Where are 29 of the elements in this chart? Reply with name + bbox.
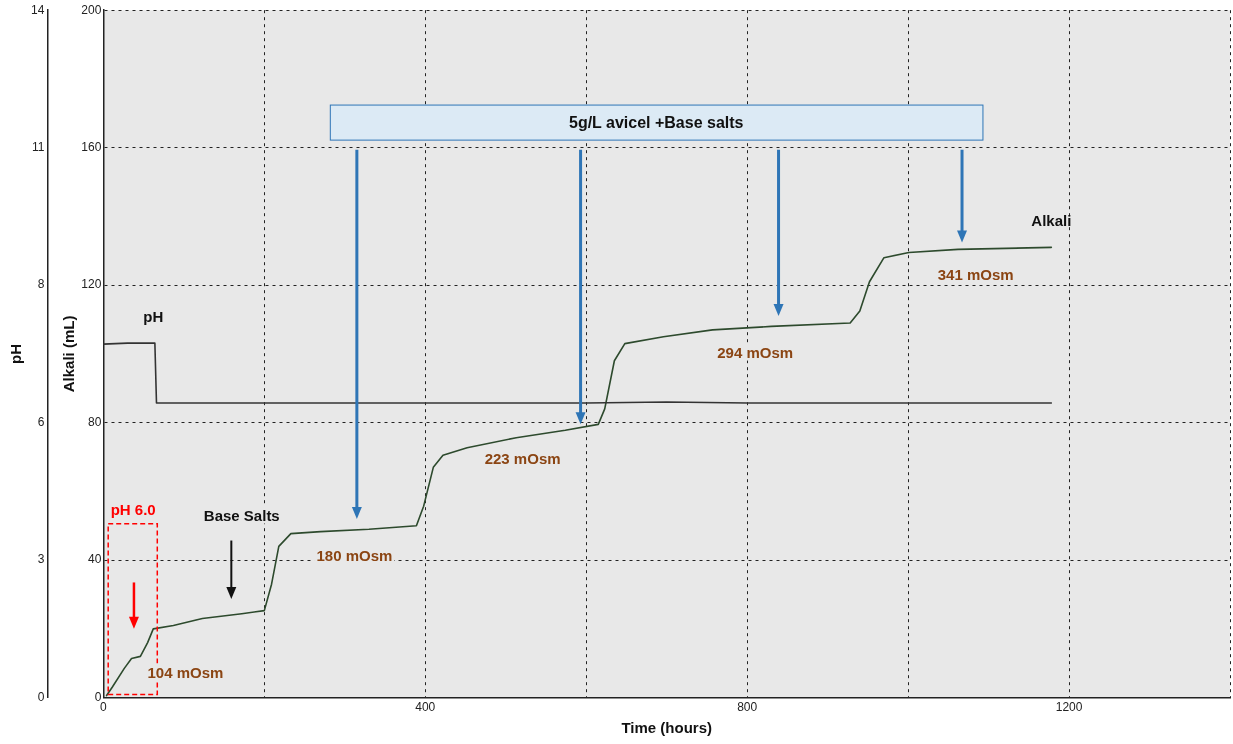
y-tick-label: 11: [31, 139, 45, 154]
annotation: 180 mOsm: [314, 546, 395, 564]
y-axis-title: pH: [7, 343, 25, 364]
annotation: 294 mOsm: [715, 343, 796, 361]
annotation: pH 6.0: [108, 500, 158, 518]
annotation: 5g/L avicel +Base salts: [568, 113, 744, 132]
x-axis-title: Time (hours): [621, 719, 712, 737]
y2-axis-title: Alkali (mL): [60, 315, 78, 393]
y-tick-label: 0: [37, 689, 45, 704]
series-label: Alkali: [1031, 211, 1072, 229]
annotation: 341 mOsm: [935, 265, 1016, 283]
x-tick-label: 1200: [1055, 700, 1083, 715]
y-tick-label: 6: [37, 414, 45, 429]
y2-tick-label: 120: [81, 277, 102, 292]
y2-tick-label: 80: [88, 414, 102, 429]
annotation: Base Salts: [201, 506, 282, 524]
x-tick-label: 400: [415, 700, 436, 715]
x-tick-label: 0: [100, 700, 108, 715]
series-label: pH: [143, 307, 164, 325]
y-tick-label: 14: [30, 2, 45, 17]
y-tick-label: 3: [37, 552, 45, 567]
y2-tick-label: 40: [88, 552, 102, 567]
x-tick-label: 800: [737, 700, 758, 715]
y-tick-label: 8: [37, 277, 45, 292]
annotation: 104 mOsm: [145, 663, 226, 681]
annotation: 223 mOsm: [482, 449, 563, 467]
y2-tick-label: 0: [94, 689, 102, 704]
y2-tick-label: 160: [81, 139, 102, 154]
y2-tick-label: 200: [81, 2, 102, 17]
